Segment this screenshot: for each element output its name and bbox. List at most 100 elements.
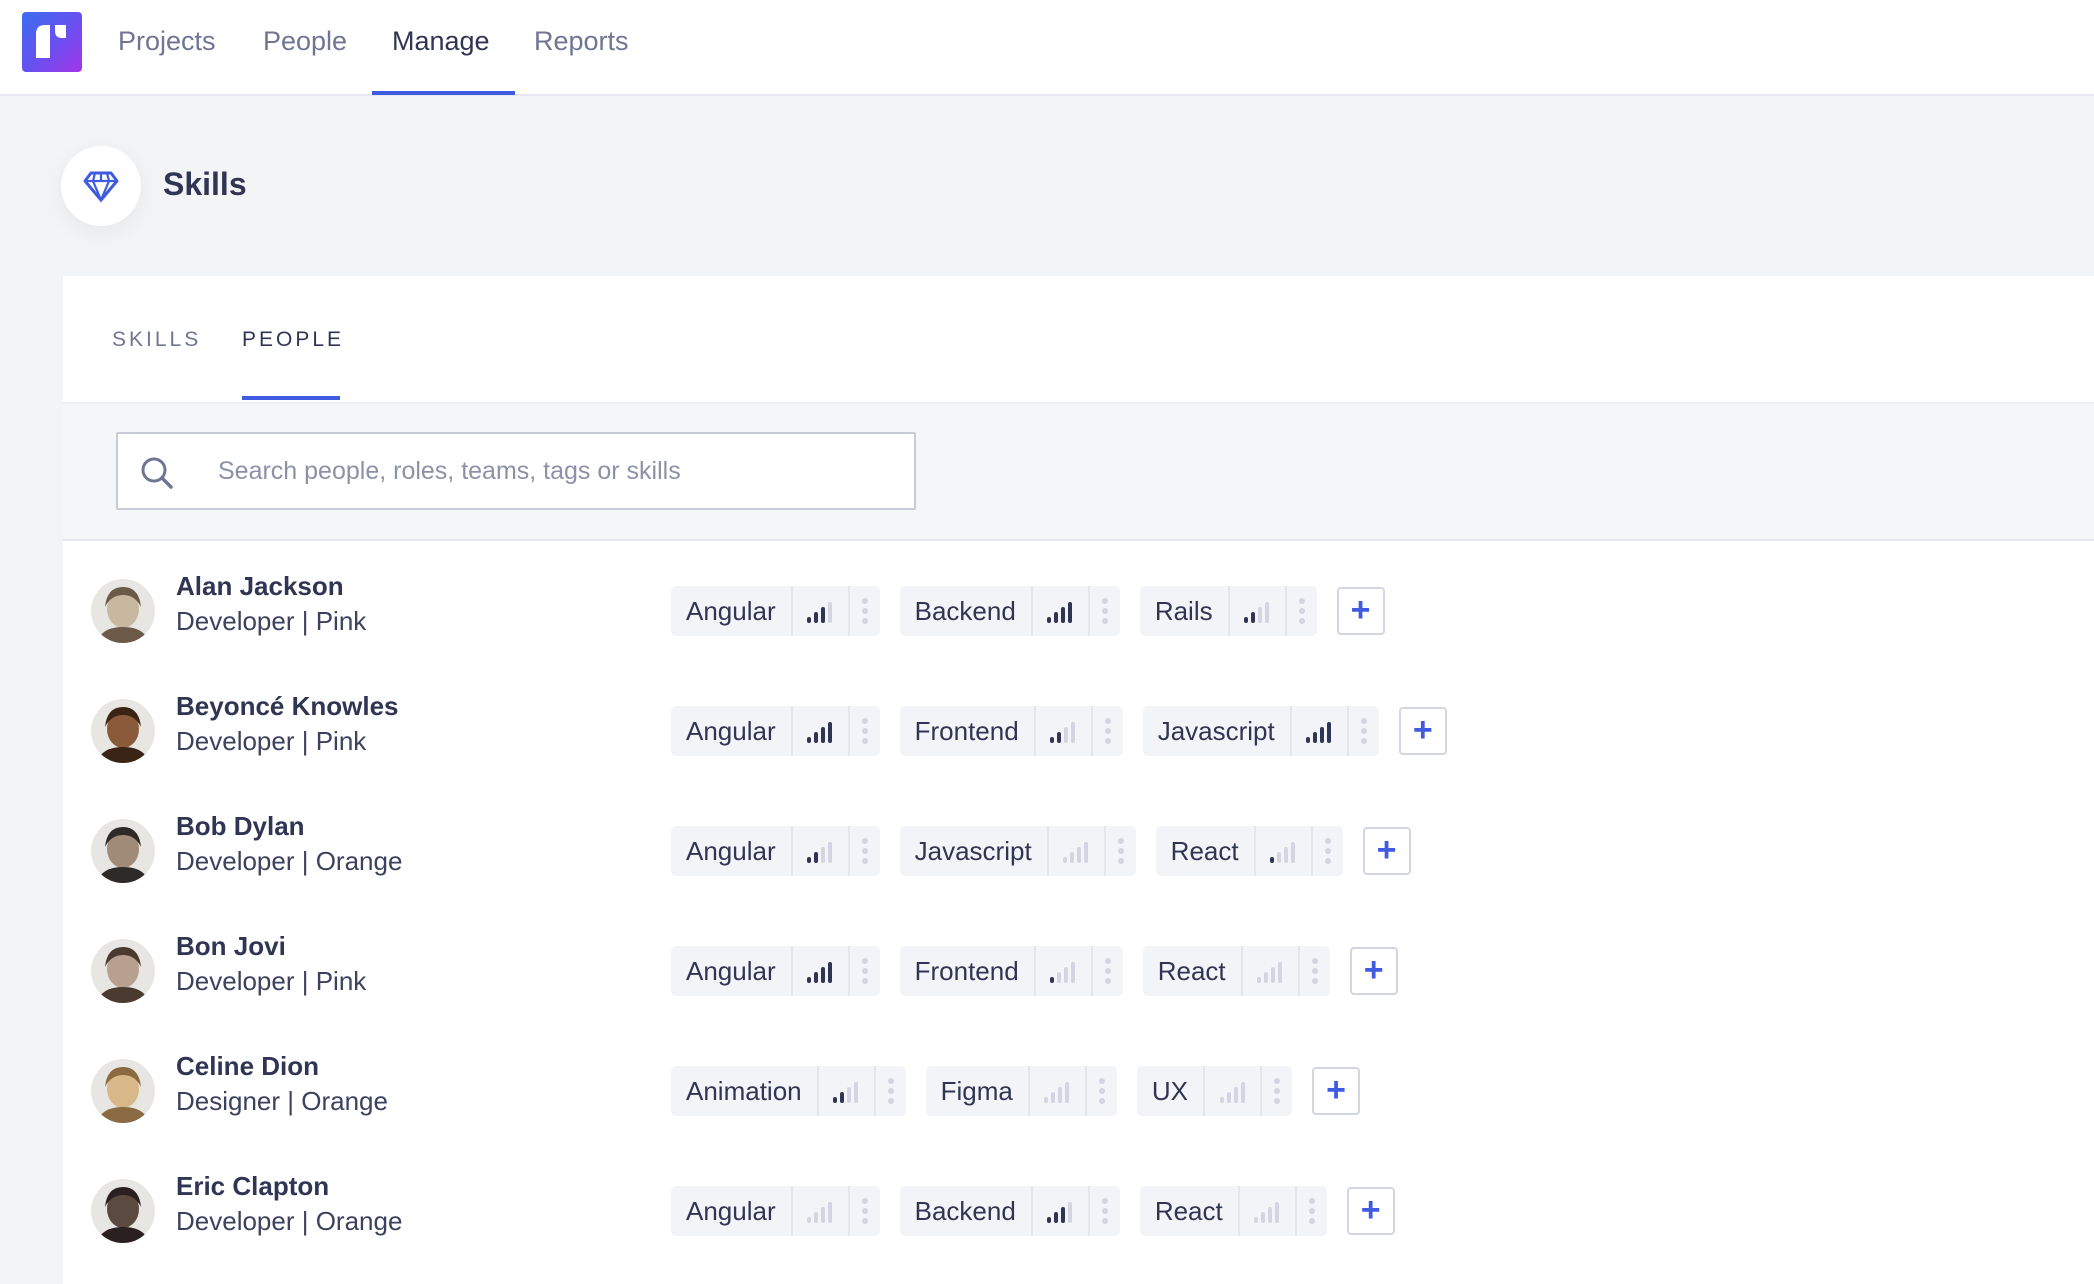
add-skill-button[interactable]: + <box>1312 1067 1360 1115</box>
level-bar <box>828 962 833 983</box>
kebab-menu-icon[interactable] <box>850 586 880 636</box>
kebab-menu-icon[interactable] <box>1093 706 1123 756</box>
skill-level[interactable] <box>1033 946 1093 996</box>
skill-level[interactable] <box>1227 586 1287 636</box>
skill-name[interactable]: React <box>1170 836 1239 866</box>
kebab-menu-icon[interactable] <box>1287 586 1317 636</box>
skill-name[interactable]: Rails <box>1154 596 1213 626</box>
signal-level-icon <box>1047 1202 1073 1223</box>
person-name[interactable]: Beyoncé Knowles <box>176 691 399 721</box>
skill-chip: Javascript <box>899 826 1136 876</box>
skill-level[interactable] <box>790 826 850 876</box>
kebab-menu-icon[interactable] <box>876 1066 906 1116</box>
skill-name[interactable]: Frontend <box>914 716 1019 746</box>
add-skill-button[interactable]: + <box>1349 947 1398 995</box>
tab-skills[interactable]: SKILLS <box>112 328 202 351</box>
avatar[interactable] <box>91 1179 155 1243</box>
level-bar <box>1084 842 1089 863</box>
skill-name[interactable]: Figma <box>940 1076 1013 1106</box>
skill-level[interactable] <box>1240 946 1300 996</box>
level-bar <box>828 722 833 743</box>
skill-name[interactable]: Animation <box>686 1076 802 1106</box>
kebab-menu-icon[interactable] <box>1300 946 1330 996</box>
kebab-menu-icon[interactable] <box>1349 706 1379 756</box>
skill-level[interactable] <box>816 1066 876 1116</box>
kebab-menu-icon[interactable] <box>1093 946 1123 996</box>
skill-name[interactable]: Angular <box>686 1196 776 1226</box>
skill-name[interactable]: UX <box>1151 1076 1188 1106</box>
person-name[interactable]: Eric Clapton <box>176 1171 330 1201</box>
kebab-menu-icon[interactable] <box>850 706 880 756</box>
avatar[interactable] <box>91 939 155 1003</box>
kebab-menu-icon[interactable] <box>1297 1186 1327 1236</box>
nav-manage[interactable]: Manage <box>392 26 490 56</box>
avatar[interactable] <box>91 699 155 763</box>
skill-name[interactable]: Angular <box>686 716 776 746</box>
skill-chip: React <box>1139 1186 1327 1236</box>
skill-name[interactable]: Angular <box>686 956 776 986</box>
kebab-menu-icon[interactable] <box>1087 1066 1117 1116</box>
person-role: Developer | Pink <box>176 726 367 756</box>
level-bar <box>1065 1082 1070 1103</box>
level-bar <box>1306 737 1311 743</box>
add-skill-button[interactable]: + <box>1346 1187 1395 1235</box>
kebab-menu-icon[interactable] <box>850 826 880 876</box>
nav-reports[interactable]: Reports <box>534 26 629 56</box>
skill-level[interactable] <box>790 586 850 636</box>
skill-name[interactable]: React <box>1157 956 1226 986</box>
kebab-menu-icon[interactable] <box>1090 1186 1120 1236</box>
skill-level[interactable] <box>1203 1066 1262 1116</box>
skill-name[interactable]: React <box>1154 1196 1223 1226</box>
skill-name[interactable]: Angular <box>686 596 776 626</box>
kebab-menu-icon[interactable] <box>850 946 880 996</box>
level-bar <box>1064 967 1069 983</box>
person-name[interactable]: Celine Dion <box>176 1051 320 1081</box>
add-skill-button[interactable]: + <box>1398 707 1447 755</box>
nav-people[interactable]: People <box>263 26 348 56</box>
level-bar <box>1258 607 1263 623</box>
kebab-menu-icon[interactable] <box>1090 586 1120 636</box>
avatar[interactable] <box>91 1059 155 1123</box>
skill-chip: React <box>1155 826 1343 876</box>
skill-level[interactable] <box>790 706 850 756</box>
kebab-menu-icon[interactable] <box>850 1186 880 1236</box>
search-field[interactable] <box>116 432 916 510</box>
add-skill-button[interactable]: + <box>1336 587 1385 635</box>
skill-chips: Angular Backend React + <box>671 1186 1395 1236</box>
skill-level[interactable] <box>790 1186 850 1236</box>
level-bar <box>1233 1087 1238 1103</box>
person-name[interactable]: Bon Jovi <box>176 931 286 961</box>
level-bar <box>854 1082 859 1103</box>
skill-name[interactable]: Backend <box>914 596 1016 626</box>
skill-level[interactable] <box>1030 1186 1090 1236</box>
kebab-menu-icon[interactable] <box>1106 826 1136 876</box>
skill-level[interactable] <box>1030 586 1090 636</box>
person-name[interactable]: Bob Dylan <box>176 811 305 841</box>
app-logo[interactable] <box>22 12 82 72</box>
signal-level-icon <box>1063 842 1089 863</box>
skill-name[interactable]: Frontend <box>914 956 1019 986</box>
skill-name[interactable]: Javascript <box>914 836 1032 866</box>
skill-level[interactable] <box>790 946 850 996</box>
skill-name[interactable]: Javascript <box>1157 716 1275 746</box>
search-icon <box>141 457 173 489</box>
search-input[interactable] <box>218 434 898 508</box>
skill-level[interactable] <box>1237 1186 1297 1236</box>
kebab-menu-icon[interactable] <box>1313 826 1343 876</box>
skill-level[interactable] <box>1289 706 1349 756</box>
level-bar <box>1264 972 1269 983</box>
person-name[interactable]: Alan Jackson <box>176 571 344 601</box>
skill-level[interactable] <box>1046 826 1106 876</box>
level-bar <box>1064 727 1069 743</box>
skill-name[interactable]: Angular <box>686 836 776 866</box>
tab-people[interactable]: PEOPLE <box>242 328 345 351</box>
avatar[interactable] <box>91 819 155 883</box>
skill-level[interactable] <box>1253 826 1313 876</box>
skill-level[interactable] <box>1027 1066 1087 1116</box>
skill-name[interactable]: Backend <box>914 1196 1016 1226</box>
skill-level[interactable] <box>1033 706 1093 756</box>
add-skill-button[interactable]: + <box>1362 827 1411 875</box>
kebab-menu-icon[interactable] <box>1262 1066 1292 1116</box>
nav-projects[interactable]: Projects <box>118 26 216 56</box>
avatar[interactable] <box>91 579 155 643</box>
